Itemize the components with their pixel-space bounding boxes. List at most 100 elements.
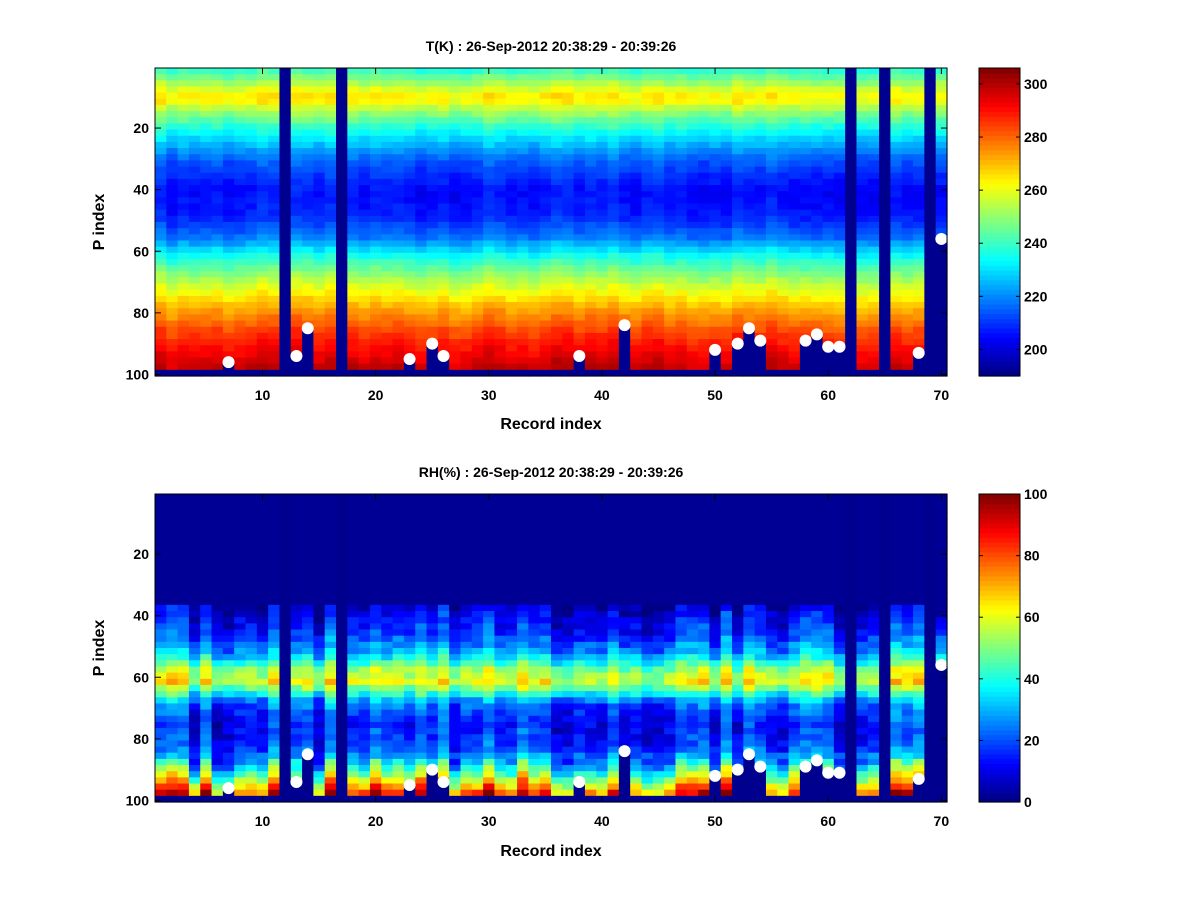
heatmap-cell — [437, 543, 450, 551]
heatmap-cell — [324, 555, 337, 563]
heatmap-cell — [155, 166, 167, 174]
heatmap-cell — [256, 234, 269, 242]
heatmap-cell — [324, 209, 337, 217]
heatmap-cell — [777, 234, 790, 242]
heatmap-cell — [290, 758, 303, 766]
heatmap-cell — [256, 339, 269, 346]
heatmap-cell — [313, 777, 326, 785]
heatmap-cell — [290, 154, 303, 161]
heatmap-cell — [743, 129, 756, 137]
heatmap-cell — [177, 623, 190, 631]
heatmap-cell — [879, 74, 892, 81]
heatmap-cell — [188, 771, 201, 778]
heatmap-cell — [155, 758, 167, 766]
heatmap-cell — [641, 339, 654, 346]
heatmap-cell — [234, 672, 247, 680]
heatmap-cell — [596, 123, 609, 131]
heatmap-cell — [290, 765, 303, 772]
heatmap-cell — [369, 160, 382, 168]
heatmap-cell — [256, 351, 269, 359]
heatmap-cell — [732, 160, 744, 168]
heatmap-cell — [358, 543, 371, 551]
heatmap-cell — [268, 222, 281, 229]
heatmap-cell — [437, 592, 450, 600]
heatmap-cell — [369, 789, 382, 797]
heatmap-cell — [528, 141, 541, 149]
heatmap-cell — [935, 197, 948, 205]
heatmap-cell — [811, 277, 824, 285]
heatmap-cell — [392, 111, 405, 118]
heatmap-cell — [358, 129, 371, 137]
heatmap-cell — [245, 524, 258, 532]
heatmap-cell — [256, 178, 269, 186]
heatmap-cell — [188, 715, 201, 723]
heatmap-cell — [211, 135, 224, 143]
heatmap-cell — [754, 363, 767, 371]
heatmap-cell — [539, 123, 552, 131]
heatmap-cell — [279, 561, 292, 569]
heatmap-cell — [313, 345, 326, 352]
heatmap-cell — [449, 271, 462, 279]
heatmap-cell — [460, 357, 473, 365]
heatmap-cell — [222, 74, 235, 81]
heatmap-cell — [539, 178, 552, 186]
heatmap-cell — [833, 80, 846, 88]
heatmap-cell — [392, 611, 405, 618]
heatmap-cell — [664, 178, 677, 186]
heatmap-cell — [460, 197, 473, 205]
heatmap-cell — [743, 166, 756, 174]
heatmap-cell — [426, 629, 439, 637]
heatmap-cell — [369, 209, 382, 217]
heatmap-cell — [324, 283, 337, 291]
heatmap-cell — [562, 345, 575, 352]
heatmap-cell — [222, 777, 235, 785]
heatmap-cell — [641, 123, 654, 131]
heatmap-cell — [698, 111, 710, 118]
heatmap-cell — [381, 74, 394, 81]
heatmap-cell — [437, 215, 450, 223]
heatmap-cell — [709, 111, 722, 118]
heatmap-cell — [901, 246, 914, 254]
heatmap-cell — [279, 494, 292, 501]
heatmap-cell — [415, 789, 428, 797]
heatmap-cell — [313, 154, 326, 161]
heatmap-cell — [336, 123, 348, 131]
heatmap-cell — [879, 209, 892, 217]
heatmap-cell — [732, 289, 744, 297]
heatmap-cell — [652, 215, 665, 223]
heatmap-cell — [528, 215, 541, 223]
heatmap-cell — [369, 783, 382, 791]
heatmap-cell — [494, 92, 507, 100]
heatmap-cell — [392, 148, 405, 155]
heatmap-cell — [652, 104, 665, 112]
heatmap-cell — [268, 166, 281, 174]
heatmap-cell — [324, 258, 337, 266]
heatmap-cell — [709, 357, 722, 365]
heatmap-cell — [358, 308, 371, 315]
heatmap-cell — [788, 277, 801, 285]
heatmap-cell — [426, 80, 439, 88]
heatmap-cell — [268, 203, 281, 211]
heatmap-cell — [799, 166, 812, 174]
heatmap-cell — [845, 308, 858, 315]
heatmap-cell — [686, 178, 699, 186]
heatmap-cell — [641, 295, 654, 303]
heatmap-cell — [720, 283, 733, 291]
heatmap-cell — [222, 654, 235, 661]
heatmap-cell — [392, 746, 405, 754]
heatmap-cell — [618, 209, 631, 217]
heatmap-cell — [403, 277, 416, 285]
heatmap-cell — [765, 129, 778, 137]
heatmap-cell — [324, 228, 337, 235]
heatmap-cell — [155, 678, 167, 686]
heatmap-cell — [166, 203, 179, 211]
heatmap-cell — [437, 549, 450, 557]
heatmap-cell — [336, 111, 348, 118]
heatmap-cell — [166, 672, 179, 680]
heatmap-cell — [449, 709, 462, 717]
heatmap-cell — [901, 86, 914, 94]
heatmap-cell — [426, 203, 439, 211]
heatmap-cell — [449, 703, 462, 711]
heatmap-cell — [449, 672, 462, 680]
heatmap-cell — [788, 74, 801, 81]
